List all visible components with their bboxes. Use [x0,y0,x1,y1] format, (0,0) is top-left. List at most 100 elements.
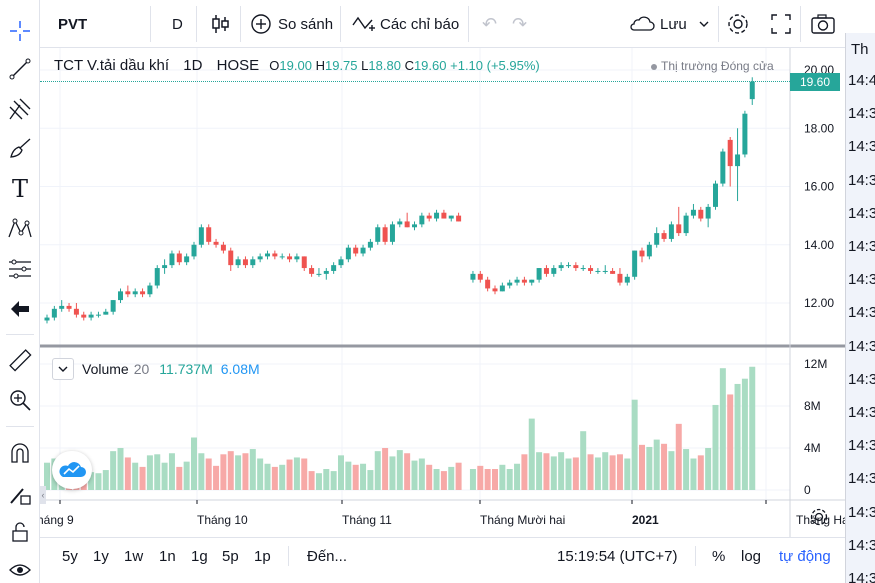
zoom-tool[interactable] [0,383,40,417]
watchlist-row[interactable]: 14:3 [848,204,875,222]
redo-icon[interactable]: ↷ [512,13,528,34]
candle-body [551,268,557,274]
volume-bar [469,469,476,490]
snapshot-button[interactable] [810,0,836,48]
candle-body [397,221,403,225]
indicators-button[interactable]: Các chỉ báo [352,0,459,48]
range-button-1y[interactable]: 1y [93,547,109,565]
volume-bar [323,469,330,490]
watchlist-row[interactable]: 14:3 [848,370,875,388]
range-button-1n[interactable]: 1n [159,547,176,565]
settings-button[interactable] [726,0,750,48]
pattern-icon [8,218,32,238]
high-value: 19.75 [324,58,358,73]
last-price-label: 19.60 [790,73,840,91]
watchlist-row[interactable]: 14:3 [848,470,875,488]
watchlist-row[interactable]: 14:3 [848,271,875,289]
tradingview-logo[interactable] [52,451,92,489]
symbol-search-button[interactable]: PVT [58,15,88,33]
watchlist-row[interactable]: 14:3 [848,536,875,554]
volume-bar [521,454,528,490]
volume-bar [110,451,117,490]
candle-body [242,259,248,266]
legend-name[interactable]: TCT V.tải dầu khí [54,57,170,74]
range-button-1g[interactable]: 1g [191,547,208,565]
text-tool-icon[interactable]: T [11,175,28,203]
candle-body [727,139,733,167]
range-button-1w[interactable]: 1w [124,547,144,565]
brush-tool[interactable] [0,132,40,166]
range-button-5y[interactable]: 5y [62,547,78,565]
volume-tick-label: 0 [804,483,811,497]
back-arrow-tool[interactable] [0,292,40,326]
candle-body [705,206,711,219]
magnet-tool[interactable] [0,437,40,471]
volume-bar [624,458,631,490]
candle-body [389,224,395,242]
volume-bar [719,368,726,490]
candle-body [162,265,168,269]
percent-toggle[interactable]: % [712,547,726,565]
prediction-tool[interactable] [0,252,40,286]
watchlist-row[interactable]: 14:3 [848,570,875,583]
compare-button[interactable]: So sánh [250,0,333,48]
volume-bar [382,448,389,490]
candle-body [184,256,190,263]
candle-body [514,279,520,283]
fullscreen-button[interactable] [770,0,792,48]
chevron-down-icon [58,366,68,372]
gear-icon [728,14,748,34]
zoom-in-icon [10,390,31,411]
undo-icon[interactable]: ↶ [482,13,498,34]
watchlist-row[interactable]: 14:3 [848,437,875,455]
lock-drawing-tool[interactable] [0,477,40,511]
watchlist-row[interactable]: 14:3 [848,337,875,355]
toolbar-divider [718,6,719,42]
candle-body [632,250,638,277]
save-button[interactable]: Lưu [628,0,711,48]
lock-tool[interactable] [0,515,40,549]
interval-button[interactable]: D [172,15,183,33]
scroll-left-icon[interactable]: ‹ [40,486,46,504]
goto-date-button[interactable]: Đến... [307,547,348,565]
clock[interactable]: 15:19:54 (UTC+7) [557,547,678,565]
save-label: Lưu [660,15,687,33]
watchlist-row[interactable]: 14:3 [848,138,875,156]
open-value: 19.00 [279,58,312,73]
ruler-tool[interactable] [0,343,40,377]
watchlist-row[interactable]: 14:3 [848,304,875,322]
close-value: 19.60 [413,58,447,73]
watchlist-row[interactable]: 14:3 [848,503,875,521]
open-label: O [269,58,280,73]
axis-settings-button[interactable] [808,506,830,528]
watchlist-row[interactable]: 14:3 [848,171,875,189]
volume-bar [661,443,668,490]
volume-bar [712,404,719,490]
watchlist-row[interactable]: 14:3 [848,404,875,421]
chart-style-button[interactable] [210,0,230,48]
volume-bar [631,399,638,490]
volume-bar [117,448,124,490]
auto-scale-toggle[interactable]: tự động [779,547,831,565]
volume-bar [550,456,557,490]
trend-line-tool[interactable] [0,52,40,86]
eye-tool[interactable] [0,553,40,583]
range-button-1p[interactable]: 1p [254,547,271,565]
crosshair-tool[interactable] [0,14,40,48]
pattern-tool[interactable] [0,212,40,246]
range-button-5p[interactable]: 5p [222,547,239,565]
watchlist-row[interactable]: 14:4 [848,72,875,89]
log-toggle[interactable]: log [741,547,762,565]
toolbar-divider [695,546,696,566]
volume-bar [235,455,242,490]
volume-bar [102,470,109,490]
volume-tick-label: 12M [804,357,827,371]
candle-body [44,317,50,321]
pitchfork-tool[interactable] [0,92,40,126]
legend-exchange: HOSE [216,57,260,74]
watchlist-row[interactable]: 14:3 [848,105,875,123]
collapse-legend-button[interactable] [52,358,74,380]
watchlist-row[interactable]: 14:3 [848,238,875,255]
candle-body [250,259,256,266]
